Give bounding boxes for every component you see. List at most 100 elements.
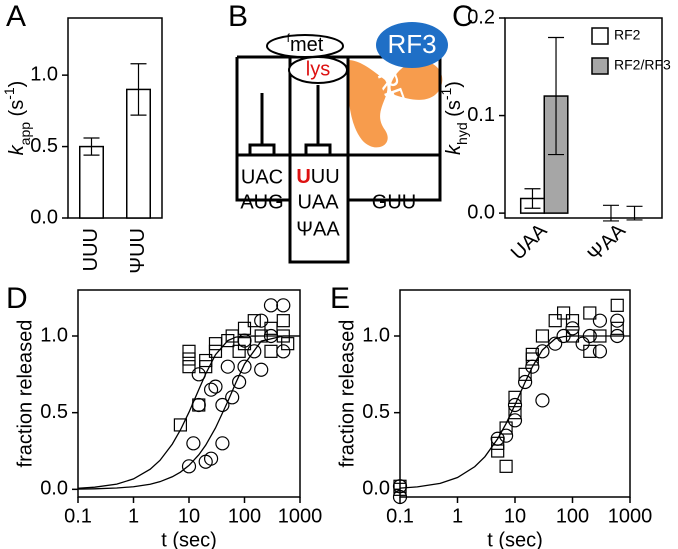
x-tick-label: UUU [80, 228, 102, 271]
panel-label: E [330, 282, 350, 315]
data-point [508, 390, 522, 404]
y-tick-label: 0.0 [40, 478, 68, 500]
data-point [182, 344, 196, 358]
data-point [490, 431, 505, 446]
data-point [507, 397, 523, 413]
data-point [276, 344, 291, 359]
y-tick-label: 0.5 [40, 401, 68, 423]
data-point [221, 334, 235, 348]
data-point [392, 489, 408, 505]
codon: UAA [297, 191, 339, 213]
data-point [225, 329, 239, 343]
data-point [565, 314, 580, 328]
data-point [592, 344, 608, 359]
rf3-shape [376, 22, 448, 68]
data-point [203, 382, 219, 397]
data-point [508, 406, 522, 420]
data-point [182, 360, 196, 374]
data-point [610, 321, 624, 335]
trna-a-head [288, 56, 348, 84]
data-point [247, 314, 261, 328]
y-axis-label: fraction released [14, 320, 36, 468]
data-point [237, 359, 252, 374]
y-axis-label-part: -1 [438, 88, 454, 101]
anticodon-rest: UU [311, 166, 340, 188]
data-point [499, 459, 513, 473]
data-point [247, 344, 262, 359]
data-point [610, 298, 624, 312]
y-axis-label-part: hyd [454, 122, 470, 145]
x-tick-label: 10 [178, 505, 200, 527]
trna-p-sup: f [287, 31, 291, 45]
y-axis-label-part: app [17, 122, 33, 146]
data-point [276, 298, 291, 313]
error-bar [524, 188, 541, 209]
x-tick-label: UAA [507, 219, 552, 264]
data-point [208, 344, 223, 358]
plot-frame [504, 17, 663, 219]
data-point [254, 313, 269, 328]
data-point [263, 298, 279, 313]
x-tick-label: 1000 [608, 505, 653, 527]
data-point [264, 344, 278, 358]
error-bar [548, 36, 565, 156]
error-bar [130, 63, 147, 116]
ribosome-sites [235, 55, 442, 264]
error-bar [626, 205, 643, 221]
data-point [232, 344, 246, 358]
y-axis-label: khyd (s-1) [438, 81, 470, 155]
data-point [220, 359, 235, 374]
y-axis-label-part: ) [443, 81, 465, 88]
legend-swatch [591, 57, 609, 75]
y-tick-label: 0.0 [30, 206, 58, 228]
fit-curve [77, 335, 300, 489]
data-point [237, 333, 252, 348]
y-tick-label: 0.0 [362, 478, 390, 500]
codon: AUG [240, 191, 283, 213]
y-axis-label-part: ) [6, 81, 28, 88]
rf2-shape [348, 60, 443, 148]
x-tick-label: 100 [228, 505, 261, 527]
y-tick-label: 0.2 [467, 6, 495, 28]
plot-frame [67, 17, 163, 219]
y-tick-label: 1.0 [30, 63, 58, 85]
data-point [203, 451, 219, 466]
legend-swatch [591, 27, 609, 45]
data-point [583, 344, 597, 358]
codon: GUU [372, 191, 416, 213]
x-tick-label: 100 [556, 505, 589, 527]
data-point [215, 397, 230, 413]
data-point [548, 314, 562, 328]
ribosome-diagram [235, 22, 448, 264]
data-point [535, 329, 550, 343]
data-point [182, 352, 196, 366]
y-axis-label-part: -1 [1, 87, 17, 100]
trna-p-text: met [290, 34, 324, 56]
data-point [592, 313, 608, 328]
legend-label: RF2/RF3 [614, 57, 671, 73]
data-point [499, 421, 513, 435]
x-tick-label: 0.1 [64, 505, 92, 527]
panel-label: C [452, 0, 474, 33]
trna-stems [248, 85, 332, 155]
fit-curve [399, 335, 630, 489]
anticodon: UUU [296, 166, 339, 188]
y-axis-label-part: (s [6, 100, 28, 122]
panel-label: D [6, 282, 28, 315]
data-point [186, 436, 201, 451]
data-point [518, 374, 533, 390]
data-point [556, 306, 571, 320]
y-tick-label: 1.0 [362, 324, 390, 346]
panel-label: A [6, 0, 26, 33]
x-tick-label: ΨAA [584, 219, 631, 266]
data-point [491, 436, 505, 450]
y-axis-label-part: k [6, 144, 28, 155]
trna-p-label: fmet [287, 31, 324, 56]
y-axis-label: fraction released [336, 320, 358, 468]
legend-label: RF2 [614, 27, 641, 43]
codon: ΨAA [296, 218, 340, 240]
y-tick-label: 0.0 [467, 201, 495, 223]
panel-label: B [228, 0, 248, 33]
data-point [281, 337, 295, 351]
